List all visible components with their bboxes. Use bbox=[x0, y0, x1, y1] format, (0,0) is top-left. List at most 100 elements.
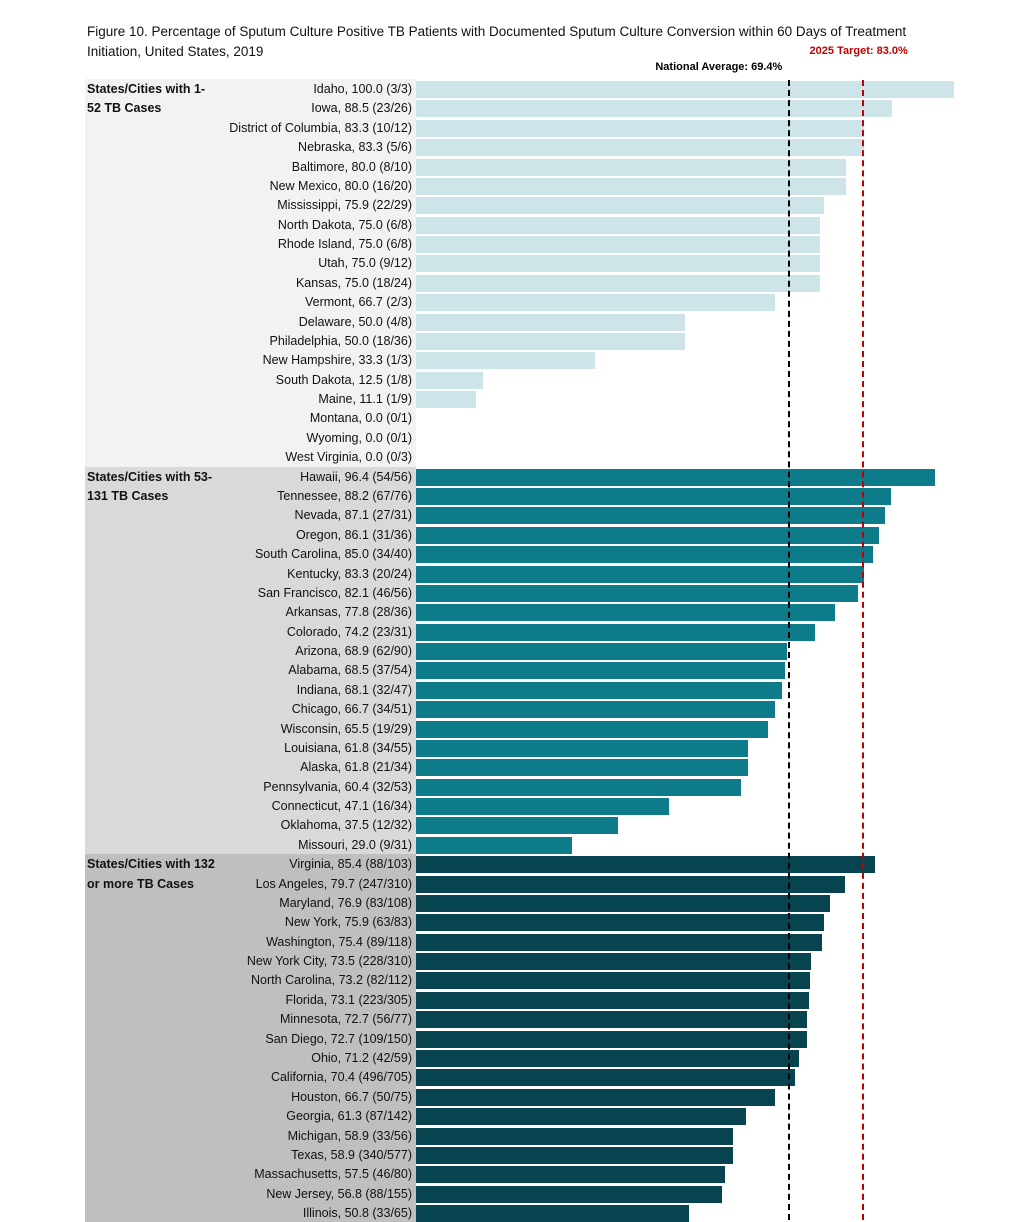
bar bbox=[416, 991, 810, 1009]
bar-label: Colorado, 74.2 (23/31) bbox=[286, 624, 412, 639]
bar-label: Indiana, 68.1 (32/47) bbox=[296, 682, 412, 697]
group-background bbox=[85, 79, 416, 467]
bar-label: San Francisco, 82.1 (46/56) bbox=[257, 585, 412, 600]
bar bbox=[416, 856, 876, 874]
bar bbox=[416, 972, 810, 990]
bar-label: California, 70.4 (496/705) bbox=[270, 1070, 412, 1085]
bar bbox=[416, 662, 785, 680]
bar bbox=[416, 933, 822, 951]
bar-label: South Carolina, 85.0 (34/40) bbox=[254, 547, 412, 562]
bar-label: Alabama, 68.5 (37/54) bbox=[288, 663, 412, 678]
bar-label: Chicago, 66.7 (34/51) bbox=[291, 702, 412, 717]
bar-label: Delaware, 50.0 (4/8) bbox=[298, 314, 412, 329]
bar bbox=[416, 1011, 808, 1029]
bar bbox=[416, 468, 935, 486]
bar bbox=[416, 313, 685, 331]
bar bbox=[416, 100, 893, 118]
bar bbox=[416, 507, 885, 525]
bar bbox=[416, 81, 954, 98]
bar-label: New York, 75.9 (63/83) bbox=[284, 915, 412, 930]
bar-label: Nevada, 87.1 (27/31) bbox=[294, 508, 412, 523]
bar-label: San Diego, 72.7 (109/150) bbox=[265, 1031, 412, 1046]
bar-label: Baltimore, 80.0 (8/10) bbox=[291, 159, 412, 174]
bar-label: Hawaii, 96.4 (54/56) bbox=[300, 469, 412, 484]
bar bbox=[416, 914, 825, 932]
bar bbox=[416, 798, 670, 816]
bar bbox=[416, 720, 769, 738]
bar-label: New York City, 73.5 (228/310) bbox=[246, 954, 412, 969]
bar bbox=[416, 953, 812, 971]
bar-label: West Virginia, 0.0 (0/3) bbox=[285, 450, 412, 465]
bar-label: Montana, 0.0 (0/1) bbox=[309, 411, 412, 426]
bar bbox=[416, 352, 596, 370]
national-average-line bbox=[788, 80, 791, 1220]
bar-label: Mississippi, 75.9 (22/29) bbox=[277, 198, 412, 213]
bar bbox=[416, 817, 618, 835]
bar bbox=[416, 681, 783, 699]
bar bbox=[416, 526, 880, 544]
bar bbox=[416, 391, 476, 409]
bar bbox=[416, 584, 858, 602]
bar bbox=[416, 216, 820, 234]
bar bbox=[416, 875, 845, 893]
bar-label: Missouri, 29.0 (9/31) bbox=[298, 837, 412, 852]
bar-label: Louisiana, 61.8 (34/55) bbox=[284, 740, 412, 755]
bar-label: Florida, 73.1 (223/305) bbox=[285, 992, 412, 1007]
bar bbox=[416, 294, 775, 312]
bar-label: Wyoming, 0.0 (0/1) bbox=[306, 430, 412, 445]
bar-label: Arizona, 68.9 (62/90) bbox=[295, 644, 412, 659]
bar bbox=[416, 177, 847, 195]
national-average-label: National Average: 69.4% bbox=[655, 61, 783, 73]
bar-label: Oregon, 86.1 (31/36) bbox=[295, 527, 412, 542]
bar-label: Vermont, 66.7 (2/3) bbox=[304, 295, 412, 310]
bar-label: Georgia, 61.3 (87/142) bbox=[286, 1109, 412, 1124]
bar bbox=[416, 643, 787, 661]
bar bbox=[416, 255, 820, 273]
bar-label: Alaska, 61.8 (21/34) bbox=[300, 760, 412, 775]
group-label: States/Cities with 1-52 TB Cases bbox=[87, 82, 206, 116]
bar bbox=[416, 332, 685, 350]
bar bbox=[416, 1166, 726, 1184]
bar bbox=[416, 1205, 690, 1222]
bar-label: Washington, 75.4 (89/118) bbox=[266, 934, 412, 949]
bar bbox=[416, 139, 865, 157]
bar-label: South Dakota, 12.5 (1/8) bbox=[275, 372, 412, 387]
bar bbox=[416, 236, 820, 254]
bar-label: Wisconsin, 65.5 (19/29) bbox=[280, 721, 412, 736]
bar bbox=[416, 1050, 800, 1067]
group-background bbox=[85, 466, 416, 855]
bar-label: Massachusetts, 57.5 (46/80) bbox=[254, 1167, 412, 1182]
bar-label: Nebraska, 83.3 (5/6) bbox=[298, 140, 412, 155]
bar bbox=[416, 1088, 775, 1106]
bar-label: Arkansas, 77.8 (28/36) bbox=[285, 605, 412, 620]
bar bbox=[416, 158, 847, 176]
bar-label: New Hampshire, 33.3 (1/3) bbox=[262, 353, 412, 368]
bar-label: Maryland, 76.9 (83/108) bbox=[279, 895, 412, 910]
bar bbox=[416, 739, 749, 757]
bar-label: North Carolina, 73.2 (82/112) bbox=[251, 973, 412, 988]
bar bbox=[416, 487, 891, 505]
bar-label: Iowa, 88.5 (23/26) bbox=[311, 101, 412, 116]
bar bbox=[416, 701, 775, 719]
bar-label: Philadelphia, 50.0 (18/36) bbox=[269, 333, 412, 348]
bar-label: Los Angeles, 79.7 (247/310) bbox=[255, 876, 412, 891]
bar-label: Kansas, 75.0 (18/24) bbox=[295, 275, 412, 290]
bar bbox=[416, 197, 825, 215]
bar-label: Minnesota, 72.7 (56/77) bbox=[279, 1012, 412, 1027]
bar-label: Houston, 66.7 (50/75) bbox=[291, 1089, 412, 1104]
group-label: States/Cities with 53-131 TB Cases bbox=[87, 469, 213, 503]
bar bbox=[416, 274, 820, 292]
bar-label: Michigan, 58.9 (33/56) bbox=[287, 1128, 412, 1143]
bar bbox=[416, 371, 484, 389]
group-label: States/Cities with 132 or more TB Cases bbox=[87, 857, 215, 891]
bar bbox=[416, 119, 865, 137]
chart-title: Figure 10. Percentage of Sputum Culture … bbox=[87, 24, 907, 59]
bar-label: Rhode Island, 75.0 (6/8) bbox=[277, 237, 412, 252]
bar-label: District of Columbia, 83.3 (10/12) bbox=[229, 120, 412, 135]
bar-label: New Jersey, 56.8 (88/155) bbox=[266, 1186, 412, 1201]
bar-label: Oklahoma, 37.5 (12/32) bbox=[280, 818, 412, 833]
bar bbox=[416, 604, 835, 622]
bar-label: Pennsylvania, 60.4 (32/53) bbox=[263, 779, 412, 794]
bar bbox=[416, 623, 816, 641]
